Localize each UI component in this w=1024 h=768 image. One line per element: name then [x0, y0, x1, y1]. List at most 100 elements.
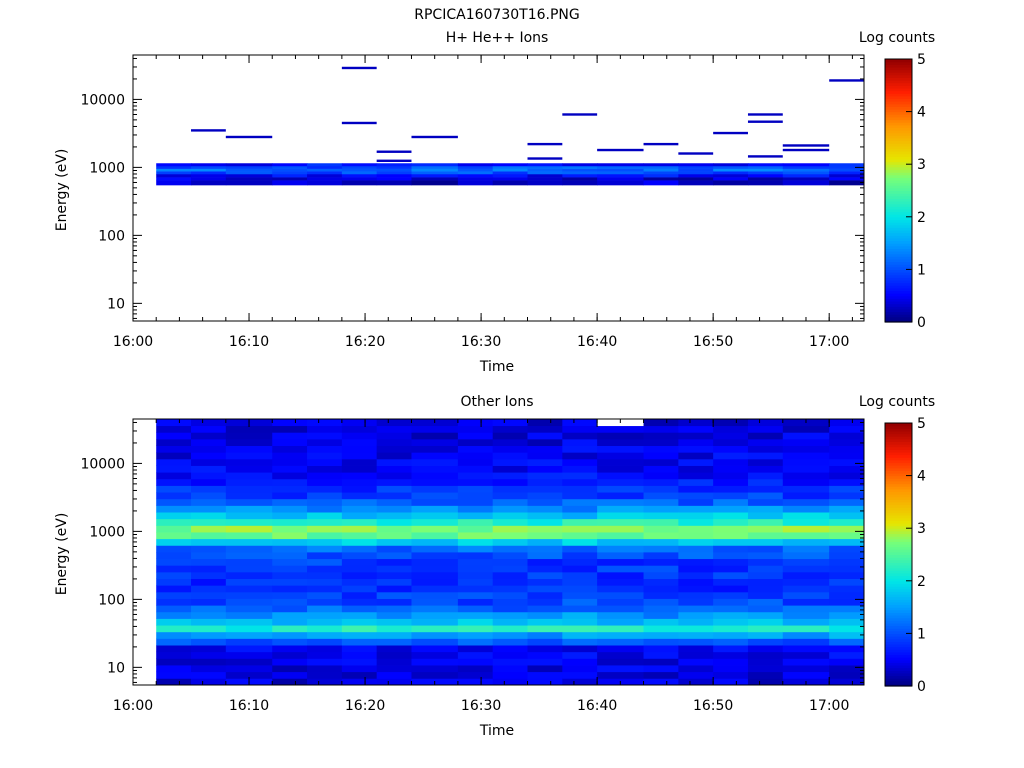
heatmap-cell — [341, 458, 378, 466]
colorbar-swatch — [885, 177, 912, 181]
heatmap-cell — [713, 558, 749, 566]
colorbar-swatch — [885, 179, 912, 184]
heatmap-cell — [747, 472, 784, 480]
heatmap-cell — [829, 558, 865, 566]
heatmap-cell — [713, 472, 749, 480]
heatmap-cell — [341, 171, 378, 175]
heatmap-cell — [307, 512, 343, 520]
colorbar-swatch — [885, 153, 912, 157]
heatmap-cell — [643, 445, 679, 453]
colorbar-swatch — [885, 491, 912, 495]
heatmap-cell — [643, 425, 679, 433]
colorbar-swatch — [885, 654, 912, 658]
heatmap-cell — [376, 545, 412, 553]
colorbar-swatch — [885, 311, 912, 315]
heatmap-cell — [527, 163, 563, 167]
heatmap-cell — [156, 532, 192, 540]
heatmap-cell — [457, 512, 494, 520]
colorbar-swatch — [885, 116, 912, 121]
heatmap-cell — [307, 638, 343, 646]
heatmap-cell — [376, 625, 412, 633]
heatmap-cell — [597, 163, 645, 167]
x-tick-label: 16:30 — [461, 334, 501, 350]
heatmap-cell — [597, 478, 645, 486]
y-tick-label: 10 — [107, 296, 125, 312]
heatmap-cell — [411, 651, 459, 659]
colorbar-swatch — [885, 588, 912, 592]
heatmap-cell — [307, 458, 343, 466]
colorbar-swatch — [885, 243, 912, 247]
heatmap-cell — [457, 180, 494, 186]
heatmap-cell — [597, 512, 645, 520]
colorbar-swatch — [885, 522, 912, 527]
heatmap-cell — [678, 525, 714, 533]
heatmap-cell — [713, 492, 749, 500]
heatmap-cell — [156, 465, 192, 473]
heatmap-cell — [225, 512, 273, 520]
heatmap-cell — [272, 425, 308, 433]
heatmap-cell — [527, 452, 563, 460]
colorbar-swatch — [885, 185, 912, 189]
heatmap-cell — [272, 565, 308, 573]
heatmap-cell — [341, 618, 378, 626]
heatmap-cell — [597, 638, 645, 646]
heatmap-cell — [457, 645, 494, 653]
colorbar-swatch — [885, 509, 912, 514]
colorbar-tick-label: 3 — [917, 157, 926, 173]
heatmap-cell — [562, 452, 598, 460]
heatmap-cell — [307, 645, 343, 653]
colorbar-swatch — [885, 95, 912, 100]
colorbar-swatch — [885, 103, 912, 107]
heatmap-cell — [597, 605, 645, 613]
heatmap-cell — [341, 651, 378, 659]
heatmap-cell — [597, 177, 645, 181]
heatmap-cell — [272, 532, 308, 540]
heatmap-cell — [492, 465, 529, 473]
heatmap-cell — [341, 180, 378, 186]
heatmap-cell — [782, 465, 830, 473]
heatmap-cell — [457, 478, 494, 486]
colorbar-swatch — [885, 250, 912, 255]
heatmap-cell — [156, 571, 192, 579]
heatmap-cell — [411, 552, 459, 560]
colorbar-swatch — [885, 303, 912, 307]
heatmap-cell — [782, 631, 830, 639]
heatmap-cell — [782, 472, 830, 480]
heatmap-cell — [643, 665, 679, 673]
heatmap-cell — [272, 645, 308, 653]
colorbar-swatch — [885, 151, 912, 155]
x-tick-label: 16:40 — [577, 698, 617, 714]
colorbar-swatch — [885, 274, 912, 278]
heatmap-cell — [747, 498, 784, 506]
heatmap-cell — [597, 180, 645, 186]
heatmap-cell — [307, 478, 343, 486]
heatmap-cell — [782, 177, 830, 181]
heatmap-cell — [307, 671, 343, 679]
heatmap-cell — [643, 558, 679, 566]
heatmap-cell — [713, 625, 749, 633]
heatmap-cell — [562, 525, 598, 533]
heatmap-cell — [411, 665, 459, 673]
heatmap-cell — [457, 552, 494, 560]
heatmap-cell — [492, 472, 529, 480]
heatmap-cell — [376, 180, 412, 186]
heatmap-cell — [527, 425, 563, 433]
heatmap-cell — [191, 545, 227, 553]
heatmap-cell — [527, 168, 563, 172]
heatmap-cell — [492, 611, 529, 619]
heatmap-cell — [492, 598, 529, 606]
heatmap-cell — [225, 558, 273, 566]
x-tick-label: 16:10 — [229, 334, 269, 350]
colorbar-swatch — [885, 172, 912, 176]
heatmap-cell — [713, 485, 749, 493]
heatmap-cell — [597, 452, 645, 460]
heatmap-cell — [782, 438, 830, 446]
heatmap-cell — [156, 512, 192, 520]
colorbar-label: Log counts — [859, 394, 935, 410]
heatmap-cell — [747, 518, 784, 526]
heatmap-cell — [457, 571, 494, 579]
heatmap-cell — [156, 598, 192, 606]
heatmap-cell — [782, 458, 830, 466]
heatmap-cell — [678, 565, 714, 573]
heatmap-cell — [597, 148, 644, 152]
